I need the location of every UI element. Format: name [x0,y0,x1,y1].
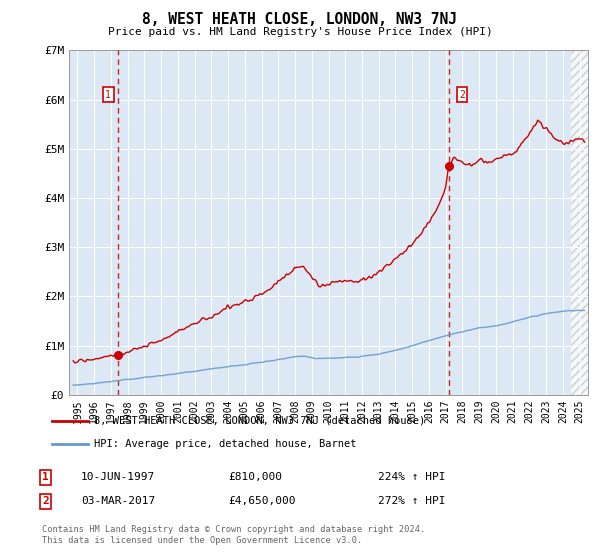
Text: 1: 1 [42,472,49,482]
Bar [571,50,588,395]
Text: 8, WEST HEATH CLOSE, LONDON, NW3 7NJ: 8, WEST HEATH CLOSE, LONDON, NW3 7NJ [143,12,458,27]
Text: £810,000: £810,000 [228,472,282,482]
Text: 8, WEST HEATH CLOSE, LONDON, NW3 7NJ (detached house): 8, WEST HEATH CLOSE, LONDON, NW3 7NJ (de… [94,416,425,426]
Text: 2: 2 [42,496,49,506]
Text: 1: 1 [105,90,111,100]
Text: Contains HM Land Registry data © Crown copyright and database right 2024.
This d: Contains HM Land Registry data © Crown c… [42,525,425,545]
Text: HPI: Average price, detached house, Barnet: HPI: Average price, detached house, Barn… [94,439,356,449]
Text: 2: 2 [459,90,465,100]
Text: Price paid vs. HM Land Registry's House Price Index (HPI): Price paid vs. HM Land Registry's House … [107,27,493,37]
Text: 224% ↑ HPI: 224% ↑ HPI [378,472,445,482]
Text: £4,650,000: £4,650,000 [228,496,296,506]
Text: 10-JUN-1997: 10-JUN-1997 [81,472,155,482]
Text: 03-MAR-2017: 03-MAR-2017 [81,496,155,506]
Text: 272% ↑ HPI: 272% ↑ HPI [378,496,445,506]
